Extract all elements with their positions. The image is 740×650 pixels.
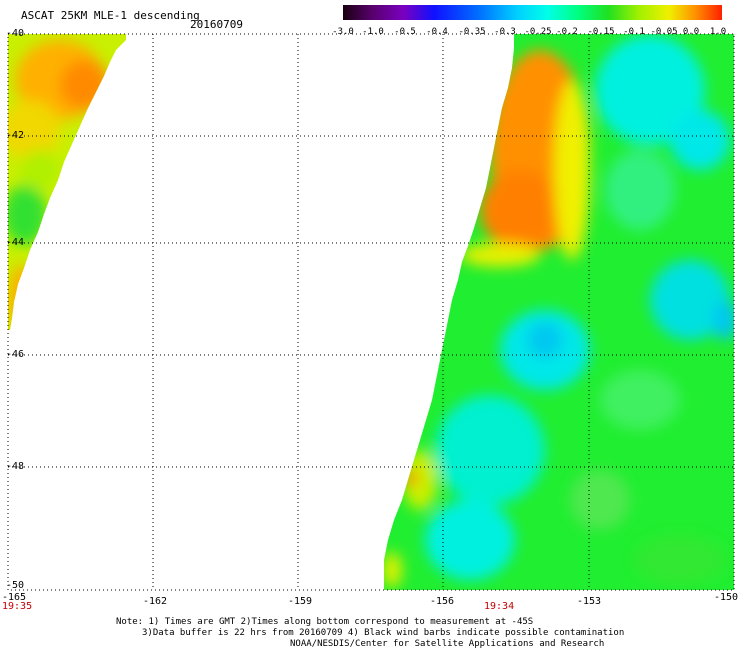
x-tick-label: -159 [288, 596, 313, 607]
colorbar-label: -1.0 [362, 27, 384, 37]
time-label-center: 19:34 [484, 601, 515, 612]
map-date: 20160709 [190, 18, 243, 31]
y-tick-label: -46 [6, 349, 25, 360]
x-tick-label: -156 [430, 596, 455, 607]
note-line-1: Note: 1) Times are GMT 2)Times along bot… [116, 617, 534, 627]
colorbar-label: -0.5 [394, 27, 416, 37]
y-tick-label: -50 [6, 580, 25, 591]
x-tick-label: -150 [714, 592, 739, 603]
y-tick-label: -42 [6, 130, 25, 141]
colorbar-label: -0.4 [426, 27, 448, 37]
y-tick-label: -44 [6, 237, 25, 248]
left-swath [8, 34, 126, 330]
colorbar [343, 5, 722, 20]
time-label-left: 19:35 [2, 601, 33, 612]
map-frame [7, 33, 735, 591]
y-tick-label: -40 [6, 28, 25, 39]
colorbar-label: -0.15 [587, 27, 615, 37]
y-tick-label: -48 [6, 461, 25, 472]
grid-lines [8, 34, 734, 590]
colorbar-label: 0.0 [682, 27, 700, 37]
colorbar-label: -3.0 [332, 27, 354, 37]
colorbar-label: -0.25 [524, 27, 552, 37]
map-title: ASCAT 25KM MLE-1 descending [21, 9, 200, 22]
right-swath [384, 34, 734, 590]
x-tick-label: -165 [2, 592, 27, 603]
colorbar-label: -0.35 [458, 27, 486, 37]
colorbar-label: -0.05 [650, 27, 678, 37]
x-tick-label: -153 [577, 596, 602, 607]
colorbar-label: -0.2 [556, 27, 578, 37]
colorbar-label: -0.1 [623, 27, 645, 37]
x-tick-label: -162 [143, 596, 168, 607]
colorbar-label: -0.3 [494, 27, 516, 37]
note-line-3: NOAA/NESDIS/Center for Satellite Applica… [290, 639, 605, 649]
colorbar-label: 1.0 [709, 27, 727, 37]
note-line-2: 3)Data buffer is 22 hrs from 20160709 4)… [142, 628, 625, 638]
